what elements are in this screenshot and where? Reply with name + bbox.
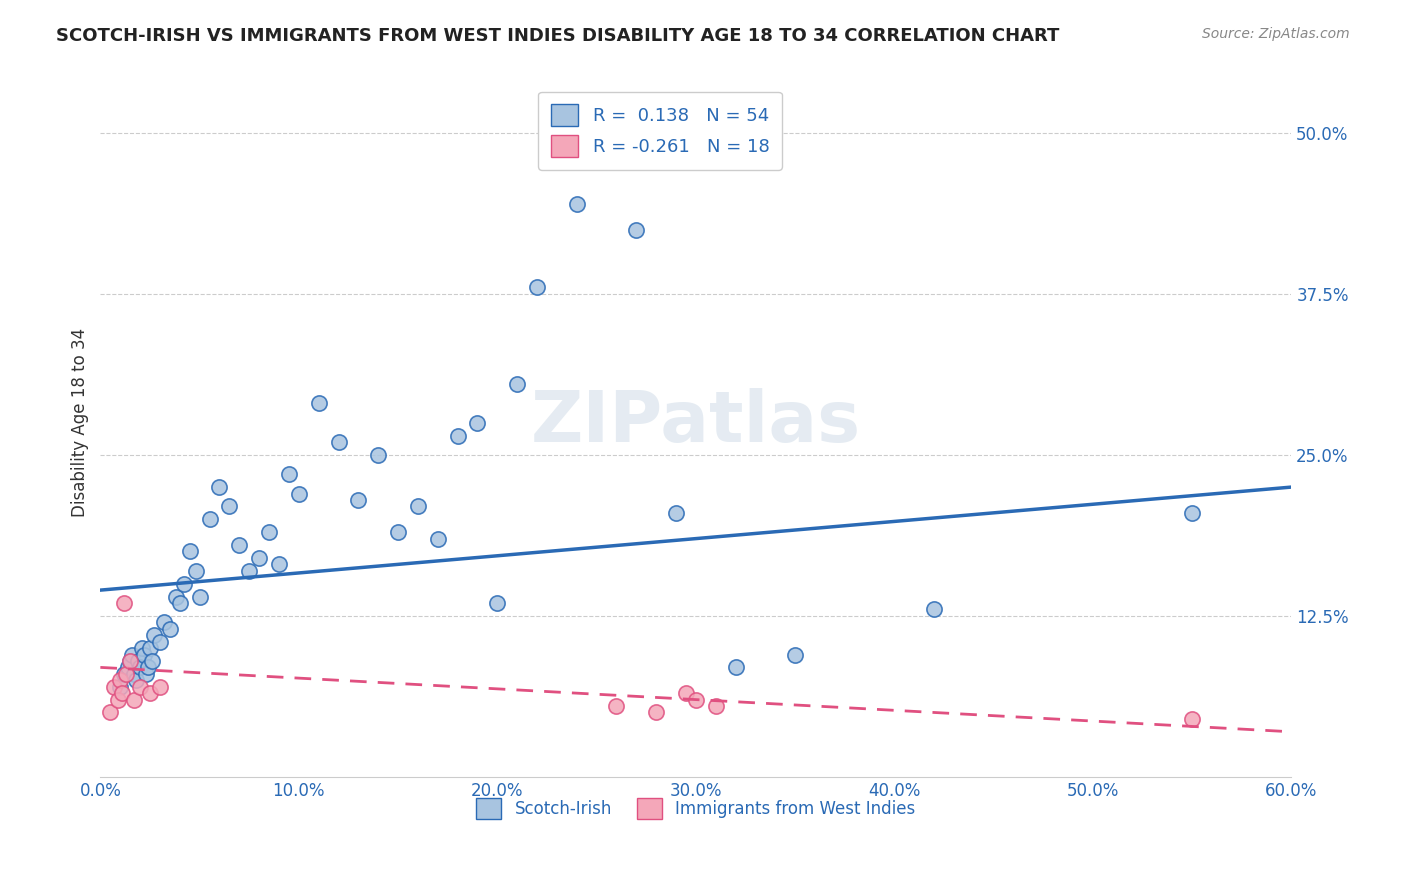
Point	[108, 680, 131, 694]
Point	[149, 680, 172, 694]
Point	[120, 654, 142, 668]
Point	[467, 416, 489, 430]
Point	[129, 680, 152, 694]
Point	[565, 196, 588, 211]
Point	[127, 654, 149, 668]
Point	[139, 641, 162, 656]
Point	[288, 486, 311, 500]
Point	[922, 602, 945, 616]
Point	[406, 500, 429, 514]
Point	[121, 648, 143, 662]
Point	[135, 666, 157, 681]
Text: ZIPatlas: ZIPatlas	[531, 388, 860, 458]
Point	[228, 538, 250, 552]
Point	[626, 222, 648, 236]
Point	[129, 660, 152, 674]
Point	[173, 576, 195, 591]
Point	[277, 467, 299, 482]
Point	[179, 544, 201, 558]
Y-axis label: Disability Age 18 to 34: Disability Age 18 to 34	[72, 328, 89, 517]
Point	[112, 596, 135, 610]
Point	[115, 666, 138, 681]
Point	[605, 699, 627, 714]
Point	[675, 686, 697, 700]
Point	[165, 590, 187, 604]
Point	[117, 660, 139, 674]
Point	[446, 428, 468, 442]
Point	[367, 448, 389, 462]
Point	[111, 686, 134, 700]
Point	[238, 564, 260, 578]
Point	[645, 706, 668, 720]
Point	[1181, 506, 1204, 520]
Text: Source: ZipAtlas.com: Source: ZipAtlas.com	[1202, 27, 1350, 41]
Point	[308, 396, 330, 410]
Point	[347, 493, 370, 508]
Point	[139, 686, 162, 700]
Point	[136, 660, 159, 674]
Point	[208, 480, 231, 494]
Point	[107, 692, 129, 706]
Point	[122, 692, 145, 706]
Point	[103, 680, 125, 694]
Point	[1181, 712, 1204, 726]
Point	[132, 648, 155, 662]
Point	[120, 654, 142, 668]
Point	[665, 506, 688, 520]
Point	[247, 550, 270, 565]
Point	[257, 525, 280, 540]
Point	[153, 615, 176, 630]
Point	[783, 648, 806, 662]
Point	[142, 628, 165, 642]
Text: SCOTCH-IRISH VS IMMIGRANTS FROM WEST INDIES DISABILITY AGE 18 TO 34 CORRELATION : SCOTCH-IRISH VS IMMIGRANTS FROM WEST IND…	[56, 27, 1060, 45]
Point	[685, 692, 707, 706]
Point	[486, 596, 509, 610]
Point	[198, 512, 221, 526]
Point	[169, 596, 191, 610]
Point	[159, 622, 181, 636]
Point	[112, 666, 135, 681]
Point	[141, 654, 163, 668]
Point	[188, 590, 211, 604]
Point	[387, 525, 409, 540]
Legend: Scotch-Irish, Immigrants from West Indies: Scotch-Irish, Immigrants from West Indie…	[470, 791, 922, 825]
Point	[704, 699, 727, 714]
Point	[218, 500, 240, 514]
Point	[506, 377, 529, 392]
Point	[98, 706, 121, 720]
Point	[184, 564, 207, 578]
Point	[131, 641, 153, 656]
Point	[125, 673, 148, 688]
Point	[724, 660, 747, 674]
Point	[526, 280, 548, 294]
Point	[149, 634, 172, 648]
Point	[122, 666, 145, 681]
Point	[267, 558, 290, 572]
Point	[108, 673, 131, 688]
Point	[328, 435, 350, 450]
Point	[426, 532, 449, 546]
